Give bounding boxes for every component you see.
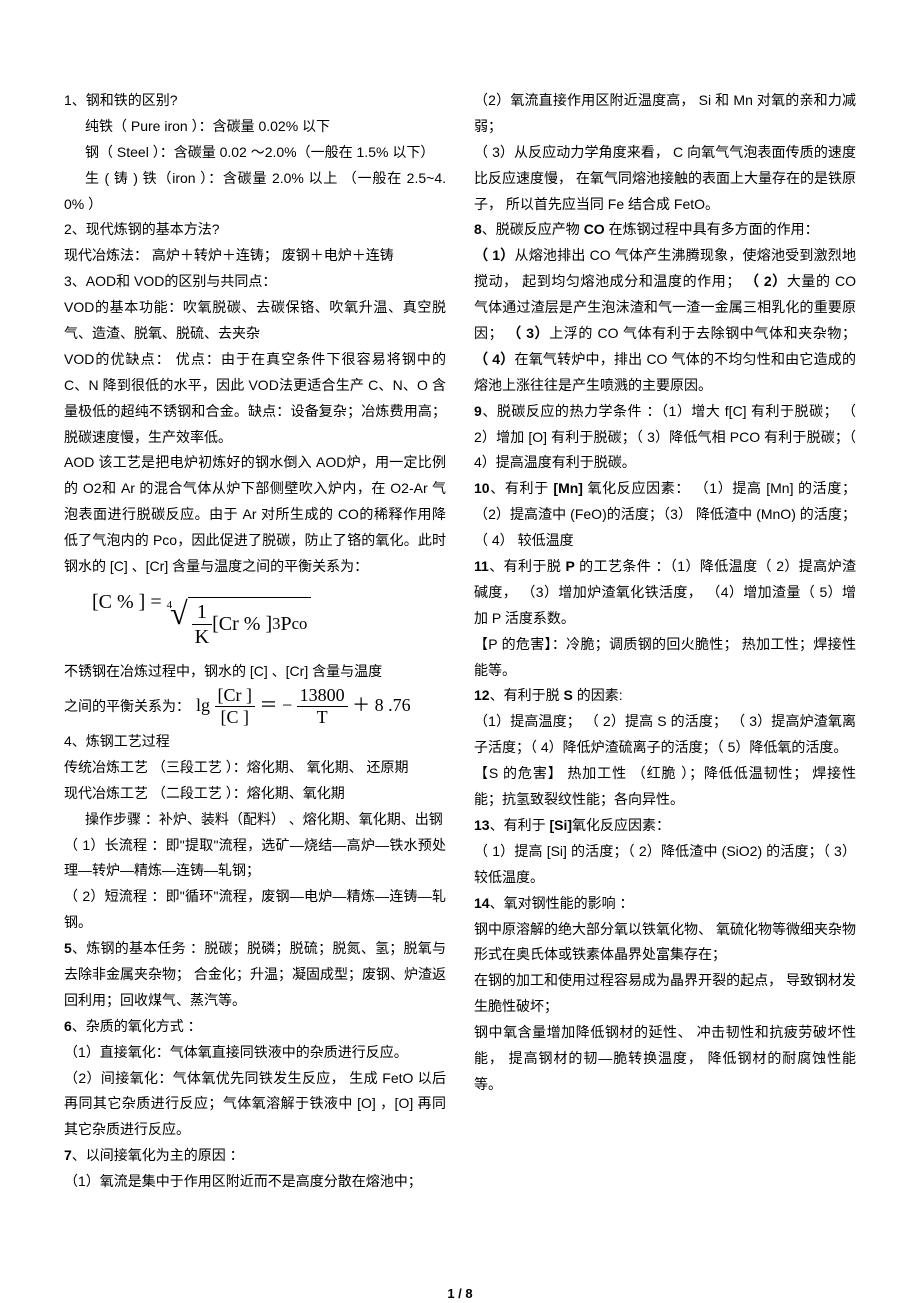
q14-num: 14 xyxy=(474,895,490,911)
q12-s: S xyxy=(563,687,572,703)
q10-num: 10 xyxy=(474,480,490,496)
q9: 9、脱碳反应的热力学条件 ：（1）增大 f[C] 有利于脱碳； （ 2）增加 [… xyxy=(474,399,856,477)
f2-lg: lg xyxy=(196,695,215,715)
q1-heading: 1、钢和铁的区别? xyxy=(64,88,446,114)
q12-t2: 的因素: xyxy=(573,687,623,703)
q9-num: 9 xyxy=(474,403,482,419)
q12-heading: 12、有利于脱 S 的因素: xyxy=(474,683,856,709)
q6-line2: （2）间接氧化：气体氧优先同铁发生反应， 生成 FetO 以后再同其它杂质进行反… xyxy=(64,1066,446,1144)
q3-formula2-row: 之间的平衡关系为： lg [Cr ] [C ] ＝ − 13800 T ＋ 8 … xyxy=(64,685,446,729)
f2-tail: ＋ 8 .76 xyxy=(352,695,411,715)
f1-exp: 3 xyxy=(272,614,280,634)
q4-line5: （ 2）短流程 ：即"循环"流程，废钢—电炉—精炼—连铸—轧钢。 xyxy=(64,884,446,936)
q1-line1: 纯铁（ Pure iron ）：含碳量 0.02% 以下 xyxy=(64,114,446,140)
q8-heading: 8、脱碳反应产物 CO 在炼钢过程中具有多方面的作用： xyxy=(474,217,856,243)
q3-line3: AOD 该工艺是把电炉初炼好的钢水倒入 AOD炉，用一定比例的 O2和 Ar 的… xyxy=(64,450,446,579)
q2-line1: 现代冶炼法： 高炉＋转炉＋连铸； 废钢＋电炉＋连铸 xyxy=(64,243,446,269)
root-icon: √ xyxy=(170,597,188,649)
q11-harm: 【P 的危害】：冷脆；调质钢的回火脆性； 热加工性；焊接性能等。 xyxy=(474,632,856,684)
q14-heading: 14、氧对钢性能的影响 ： xyxy=(474,891,856,917)
q13-t1: 、有利于 xyxy=(490,817,550,833)
f1-den: K xyxy=(192,625,212,649)
f1-lhs: [C % ] = xyxy=(92,591,167,613)
q3-heading: 3、AOD和 VOD的区别与共同点： xyxy=(64,269,446,295)
q6-line1: （1）直接氧化：气体氧直接同铁液中的杂质进行反应。 xyxy=(64,1040,446,1066)
f1-pco-sub: co xyxy=(292,614,308,634)
q13-line1: （ 1）提高 [Si] 的活度；（ 2）降低渣中 (SiO2) 的活度；（ 3）… xyxy=(474,839,856,891)
q14-text: 、氧对钢性能的影响 ： xyxy=(490,895,634,911)
q10-t1: 、有利于 xyxy=(490,480,554,496)
f1-num: 1 xyxy=(192,600,212,625)
q7-text: 、以间接氧化为主的原因 ： xyxy=(72,1147,244,1163)
q2-heading: 2、现代炼钢的基本方法? xyxy=(64,217,446,243)
f1-cr: [Cr % ] xyxy=(212,612,272,636)
q3-line5: 之间的平衡关系为： xyxy=(64,694,190,720)
q7-num: 7 xyxy=(64,1147,72,1163)
q8-num: 8 xyxy=(474,221,482,237)
q4-line4: （ 1）长流程 ：即"提取"流程，选矿—烧结—高炉—铁水预处理—转炉—精炼—连铸… xyxy=(64,833,446,885)
q1-line3: 生 ( 铸 ) 铁（iron ）：含碳量 2.0% 以上 （一般在 2.5~4.… xyxy=(64,166,446,218)
q11-t1: 、有利于脱 xyxy=(489,558,566,574)
q3-formula1: [C % ] = 4 √ 1 K [Cr % ]3 Pco xyxy=(64,580,446,659)
q4-line1: 传统冶炼工艺 （三段工艺 ）：熔化期、 氧化期、 还原期 xyxy=(64,755,446,781)
q8-4b: 在氧气转炉中，排出 CO 气体的不均匀性和由它造成的熔池上涨往往是产生喷溅的主要… xyxy=(474,351,856,393)
q13-num: 13 xyxy=(474,817,490,833)
q8-3a: （ 3） xyxy=(507,325,549,341)
f2-eq: ＝ − xyxy=(260,695,297,715)
q8-4a: （ 4） xyxy=(474,351,515,367)
q8-2a: （ 2） xyxy=(745,273,787,289)
q3-line1: VOD的基本功能：吹氧脱碳、去碳保铬、吹氧升温、真空脱气、造渣、脱氧、脱硫、去夹… xyxy=(64,295,446,347)
q12-t1: 、有利于脱 xyxy=(490,687,564,703)
f1-pco: P xyxy=(280,612,291,636)
q7-line3: （ 3）从反应动力学角度来看， C 向氧气气泡表面传质的速度比反应速度慢， 在氧… xyxy=(474,140,856,218)
q11: 11、有利于脱 P 的工艺条件 ：（1）降低温度（ 2）提高炉渣碱度， （3）增… xyxy=(474,554,856,632)
page-body: 1、钢和铁的区别? 纯铁（ Pure iron ）：含碳量 0.02% 以下 钢… xyxy=(0,0,920,1278)
q7-heading: 7、以间接氧化为主的原因 ： xyxy=(64,1143,446,1169)
q14-line3: 钢中氧含量增加降低钢材的延性、 冲击韧性和抗疲劳破坏性能， 提高钢材的韧—脆转换… xyxy=(474,1020,856,1098)
q5: 5、炼钢的基本任务 ：脱碳；脱磷；脱硫；脱氮、氢；脱氧与去除非金属夹杂物； 合金… xyxy=(64,936,446,1014)
q6-text: 、杂质的氧化方式 ： xyxy=(72,1018,202,1034)
q12-num: 12 xyxy=(474,687,490,703)
q14-line2: 在钢的加工和使用过程容易成为晶界开裂的起点， 导致钢材发生脆性破坏； xyxy=(474,968,856,1020)
q6-heading: 6、杂质的氧化方式 ： xyxy=(64,1014,446,1040)
q7-line1: （1）氧流是集中于作用区附近而不是高度分散在熔池中； xyxy=(64,1169,446,1195)
q4-line2: 现代冶炼工艺 （二段工艺 ）：熔化期、氧化期 xyxy=(64,781,446,807)
q8-t2: 在炼钢过程中具有多方面的作用： xyxy=(605,221,819,237)
q11-p: P xyxy=(566,558,575,574)
q1-line2: 钢（ Steel ）：含碳量 0.02 ～2.0%（一般在 1.5% 以下） xyxy=(64,140,446,166)
q9-text: 、脱碳反应的热力学条件 ：（1）增大 f[C] 有利于脱碳； （ 2）增加 [O… xyxy=(474,403,856,471)
q11-num: 11 xyxy=(474,558,489,574)
q10-mn: [Mn] xyxy=(553,480,583,496)
f2-den: [C ] xyxy=(215,707,256,729)
q5-text: 、炼钢的基本任务 ：脱碳；脱磷；脱硫；脱氮、氢；脱氧与去除非金属夹杂物； 合金化… xyxy=(64,940,446,1008)
q12-line2: 【S 的危害】 热加工性 （红脆 ）；降低低温韧性； 焊接性能；抗氢致裂纹性能；… xyxy=(474,761,856,813)
q12-line1: （1）提高温度； （ 2）提高 S 的活度； （ 3）提高炉渣氧离子活度；（ 4… xyxy=(474,709,856,761)
f2-den2: T xyxy=(297,707,348,729)
q6-num: 6 xyxy=(64,1018,72,1034)
q8-1a: （ 1） xyxy=(474,247,515,263)
q7-line2: （2）氧流直接作用区附近温度高， Si 和 Mn 对氧的亲和力减弱； xyxy=(474,88,856,140)
q4-line3: 操作步骤 ：补炉、装料（配料） 、熔化期、氧化期、出钢 xyxy=(64,807,446,833)
f2-num: [Cr ] xyxy=(215,685,256,708)
q4-heading: 4、炼钢工艺过程 xyxy=(64,729,446,755)
q5-num: 5 xyxy=(64,940,72,956)
q10: 10、有利于 [Mn] 氧化反应因素： （1）提高 [Mn] 的活度；（2）提高… xyxy=(474,476,856,554)
q8-co: CO xyxy=(584,221,605,237)
q13-si: [Si] xyxy=(549,817,572,833)
f2-num2: 13800 xyxy=(297,685,348,708)
q3-line2: VOD的优缺点： 优点：由于在真空条件下很容易将钢中的 C、N 降到很低的水平，… xyxy=(64,347,446,451)
q8-body: （ 1）从熔池排出 CO 气体产生沸腾现象，使熔池受到激烈地搅动， 起到均匀熔池… xyxy=(474,243,856,398)
q13-heading: 13、有利于 [Si]氧化反应因素： xyxy=(474,813,856,839)
q8-t1: 、脱碳反应产物 xyxy=(482,221,584,237)
q14-line1: 钢中原溶解的绝大部分氧以铁氧化物、 氧硫化物等微细夹杂物形式在奥氏体或铁素体晶界… xyxy=(474,917,856,969)
q3-line4: 不锈钢在冶炼过程中，钢水的 [C] 、[Cr] 含量与温度 xyxy=(64,659,446,685)
page-number: 1 / 8 xyxy=(0,1278,920,1301)
q8-3b: 上浮的 CO 气体有利于去除钢中气体和夹杂物； xyxy=(549,325,856,341)
q13-t2: 氧化反应因素： xyxy=(572,817,670,833)
